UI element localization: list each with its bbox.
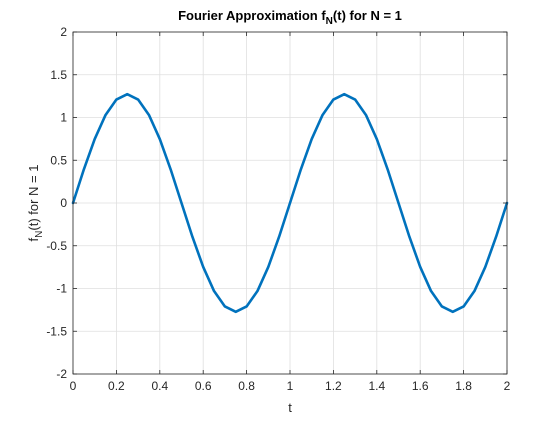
ticks (72, 31, 508, 375)
x-tick-labels: 0 0.2 0.4 0.6 0.8 1 1.2 1.4 1.6 1.8 2 (70, 379, 511, 393)
x-tick-label: 2 (504, 379, 511, 393)
y-tick-label: 1.5 (50, 68, 67, 82)
y-tick-label: -0.5 (46, 239, 67, 253)
x-tick-label: 1.8 (455, 379, 472, 393)
chart-title-suffix: (t) for N = 1 (333, 8, 402, 23)
y-tick-labels: 2 1.5 1 0.5 0 -0.5 -1 -1.5 -2 (46, 25, 67, 381)
y-tick-label: 0 (60, 196, 67, 210)
y-tick-label: 1 (60, 111, 67, 125)
x-tick-label: 1.4 (368, 379, 385, 393)
x-tick-label: 0.2 (108, 379, 125, 393)
y-tick-label: -2 (56, 367, 67, 381)
x-axis-label: t (288, 400, 292, 415)
y-axis-label-subscript: N (34, 231, 45, 238)
x-tick-label: 1.2 (325, 379, 342, 393)
chart-title-prefix: Fourier Approximation f (178, 8, 326, 23)
y-axis-label-suffix: (t) for N = 1 (26, 165, 41, 231)
x-tick-label: 0 (70, 379, 77, 393)
x-tick-label: 0.6 (195, 379, 212, 393)
x-tick-label: 1.6 (412, 379, 429, 393)
series-line (71, 92, 509, 314)
x-tick-label: 0.4 (151, 379, 168, 393)
y-tick-label: 0.5 (50, 153, 67, 167)
y-tick-label: 2 (60, 25, 67, 39)
x-tick-label: 0.8 (238, 379, 255, 393)
chart-title: Fourier Approximation fN(t) for N = 1 (178, 8, 402, 27)
series-layer (71, 92, 509, 314)
y-tick-label: -1.5 (46, 324, 67, 338)
chart-title-subscript: N (326, 16, 333, 27)
y-axis-label-prefix: f (26, 237, 41, 241)
y-axis-label: fN(t) for N = 1 (26, 165, 45, 242)
y-tick-label: -1 (56, 282, 67, 296)
x-tick-label: 1 (287, 379, 294, 393)
